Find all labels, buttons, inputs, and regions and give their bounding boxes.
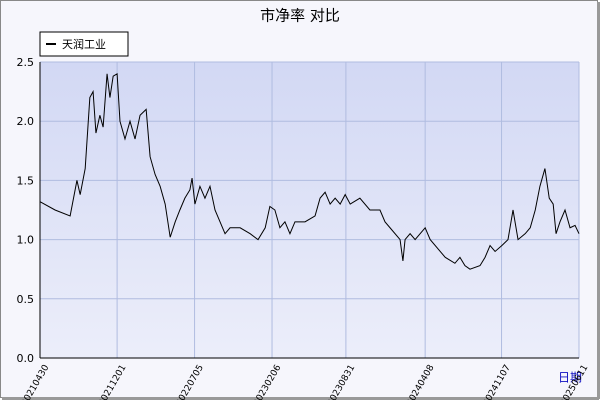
x-axis-label: 日期 [558, 371, 582, 385]
y-tick-label: 0.0 [17, 352, 35, 365]
y-tick-label: 2.0 [17, 115, 35, 128]
shadow [597, 2, 600, 399]
line-series [39, 72, 580, 270]
shadow [2, 397, 599, 400]
chart-title: 市净率 对比 [260, 7, 340, 25]
plot-area [40, 62, 579, 358]
y-tick-label: 0.5 [17, 293, 35, 306]
y-tick-label: 1.0 [17, 234, 35, 247]
y-tick-label: 1.5 [17, 174, 35, 187]
y-tick-label: 2.5 [17, 56, 35, 69]
legend-label: 天润工业 [62, 37, 106, 51]
